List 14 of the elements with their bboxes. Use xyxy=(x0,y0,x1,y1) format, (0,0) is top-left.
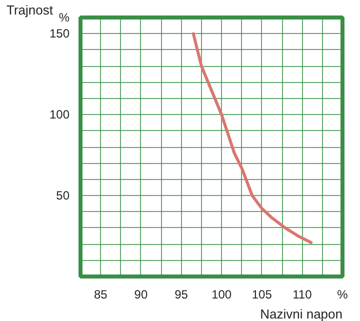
line-series xyxy=(192,32,313,244)
x-tick-label: % xyxy=(337,288,348,302)
y-tick-label: 50 xyxy=(56,188,70,203)
x-tick-label: 90 xyxy=(134,288,148,302)
x-tick-label: 105 xyxy=(252,288,272,302)
x-tick-label: 95 xyxy=(174,288,188,302)
x-tick-label: 85 xyxy=(94,288,108,302)
x-axis-title: Nazivni napon xyxy=(260,306,343,321)
x-tick-label: 110 xyxy=(292,288,312,302)
y-axis-title: Trajnost xyxy=(6,2,54,18)
y-tick-label: % xyxy=(58,10,70,24)
y-tick-label: 100 xyxy=(49,108,70,122)
x-tick-label: 100 xyxy=(212,288,232,302)
y-tick-label: 150 xyxy=(49,26,70,41)
